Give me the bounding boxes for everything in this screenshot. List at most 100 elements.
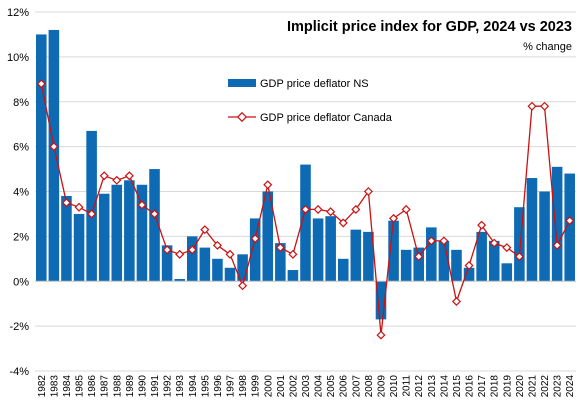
bar bbox=[300, 164, 311, 282]
bar bbox=[287, 270, 299, 282]
x-tick-label: 2015 bbox=[452, 375, 463, 398]
line-point bbox=[451, 296, 462, 306]
bar bbox=[199, 247, 211, 282]
x-tick-label: 2006 bbox=[339, 375, 350, 398]
line-point bbox=[200, 225, 210, 235]
line-point bbox=[288, 249, 298, 259]
line-point bbox=[275, 243, 285, 253]
x-tick-label: 1992 bbox=[163, 375, 174, 398]
bar bbox=[488, 240, 500, 282]
x-tick-label: 1983 bbox=[49, 375, 60, 398]
line-point bbox=[49, 142, 59, 152]
bar bbox=[186, 236, 198, 282]
bar bbox=[438, 240, 450, 282]
x-tick-label: 2019 bbox=[502, 375, 513, 398]
x-tick-label: 1988 bbox=[112, 375, 123, 398]
bar bbox=[111, 184, 123, 282]
legend-label-bar: GDP price deflator NS bbox=[260, 78, 369, 90]
y-tick-label: 8% bbox=[13, 97, 29, 109]
line-point bbox=[489, 238, 499, 248]
x-tick-label: 2000 bbox=[263, 375, 274, 398]
line-point bbox=[74, 202, 84, 212]
y-tick-label: -2% bbox=[9, 321, 29, 333]
line-point bbox=[162, 245, 172, 255]
x-tick-label: 2014 bbox=[439, 375, 450, 398]
y-tick-label: 10% bbox=[7, 52, 29, 64]
line-point bbox=[87, 209, 97, 219]
line-point bbox=[477, 220, 487, 230]
line-point bbox=[112, 175, 122, 185]
bar bbox=[388, 220, 399, 282]
x-tick-label: 2016 bbox=[465, 375, 476, 398]
bar bbox=[237, 254, 248, 282]
line-point bbox=[187, 245, 197, 255]
x-tick-label: 1996 bbox=[213, 375, 224, 398]
bar bbox=[551, 166, 563, 282]
x-tick-label: 1987 bbox=[100, 375, 111, 398]
x-tick-label: 1994 bbox=[188, 375, 199, 398]
x-tick-label: 2020 bbox=[515, 375, 526, 398]
bar bbox=[124, 180, 135, 282]
x-tick-label: 1984 bbox=[62, 375, 73, 398]
x-tick-label: 2017 bbox=[477, 375, 488, 398]
x-tick-label: 2024 bbox=[565, 375, 576, 398]
bar bbox=[564, 173, 575, 282]
y-axis-ticks: -4% -2% 0% 2% 4% 6% 8% 10% 12% bbox=[7, 7, 29, 378]
bar bbox=[501, 263, 513, 282]
bar bbox=[36, 34, 47, 282]
x-tick-label: 1998 bbox=[238, 375, 249, 398]
x-tick-label: 2013 bbox=[427, 375, 438, 398]
line-point bbox=[99, 171, 109, 181]
line-point bbox=[300, 204, 311, 214]
line-point bbox=[250, 234, 260, 244]
x-tick-label: 2004 bbox=[314, 375, 325, 398]
line-point bbox=[175, 249, 185, 259]
chart-title: Implicit price index for GDP, 2024 vs 20… bbox=[287, 19, 572, 35]
bar bbox=[325, 216, 336, 282]
x-tick-label: 1989 bbox=[125, 375, 136, 398]
x-tick-label: 2005 bbox=[326, 375, 337, 398]
bar bbox=[476, 231, 487, 282]
bar bbox=[375, 281, 387, 320]
line-point bbox=[238, 281, 248, 291]
x-tick-label: 2022 bbox=[540, 375, 551, 398]
line-point bbox=[149, 209, 160, 219]
line-point bbox=[401, 204, 411, 214]
line-point bbox=[514, 252, 524, 262]
x-tick-label: 2023 bbox=[553, 375, 564, 398]
line-point bbox=[527, 101, 537, 111]
line-point bbox=[124, 171, 134, 181]
chart-subtitle: % change bbox=[523, 41, 572, 53]
line-point bbox=[36, 79, 46, 89]
bar bbox=[312, 218, 324, 282]
line-point bbox=[540, 101, 550, 111]
line-point bbox=[326, 207, 336, 217]
bar bbox=[48, 29, 60, 282]
bar bbox=[400, 249, 412, 282]
y-tick-label: 4% bbox=[13, 187, 29, 199]
x-tick-label: 1999 bbox=[251, 375, 262, 398]
bar bbox=[136, 184, 148, 282]
line-point bbox=[552, 240, 562, 250]
y-tick-label: 12% bbox=[7, 7, 29, 19]
line-point bbox=[565, 216, 575, 226]
line-point bbox=[212, 240, 222, 250]
bar bbox=[249, 218, 261, 282]
line-point bbox=[414, 252, 424, 262]
bar bbox=[350, 229, 362, 282]
x-tick-label: 2001 bbox=[276, 375, 287, 398]
line-point bbox=[61, 198, 71, 208]
x-tick-label: 1991 bbox=[150, 375, 161, 398]
x-tick-label: 2003 bbox=[301, 375, 312, 398]
bar bbox=[275, 243, 286, 282]
line-point bbox=[313, 204, 323, 214]
y-tick-label: 0% bbox=[13, 276, 29, 288]
bar bbox=[262, 191, 274, 282]
legend: GDP price deflator NS GDP price deflator… bbox=[228, 78, 393, 124]
bar bbox=[149, 169, 160, 282]
bar bbox=[73, 213, 85, 282]
y-tick-label: -4% bbox=[9, 366, 29, 378]
x-tick-label: 1995 bbox=[200, 375, 211, 398]
line-point bbox=[137, 200, 147, 210]
